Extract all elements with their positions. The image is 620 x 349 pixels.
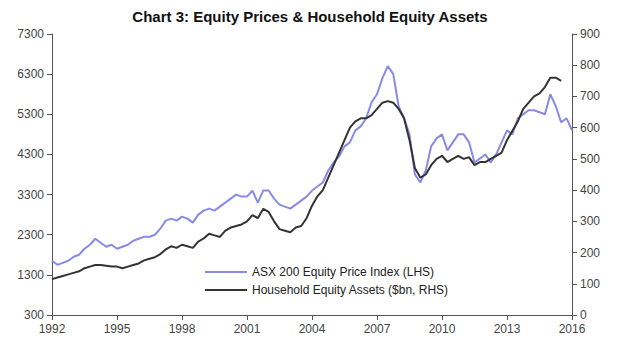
svg-text:6300: 6300 bbox=[17, 67, 44, 81]
svg-text:2016: 2016 bbox=[559, 322, 586, 336]
svg-text:2001: 2001 bbox=[234, 322, 261, 336]
svg-text:2010: 2010 bbox=[429, 322, 456, 336]
svg-text:600: 600 bbox=[580, 121, 600, 135]
svg-text:5300: 5300 bbox=[17, 107, 44, 121]
svg-text:2007: 2007 bbox=[364, 322, 391, 336]
svg-text:1300: 1300 bbox=[17, 268, 44, 282]
svg-text:100: 100 bbox=[580, 277, 600, 291]
svg-text:7300: 7300 bbox=[17, 27, 44, 41]
svg-text:1998: 1998 bbox=[169, 322, 196, 336]
svg-text:200: 200 bbox=[580, 246, 600, 260]
svg-text:500: 500 bbox=[580, 152, 600, 166]
svg-text:0: 0 bbox=[580, 308, 587, 322]
svg-text:300: 300 bbox=[24, 308, 44, 322]
svg-text:1995: 1995 bbox=[104, 322, 131, 336]
svg-text:4300: 4300 bbox=[17, 147, 44, 161]
svg-text:Household Equity Assets ($bn,: Household Equity Assets ($bn, RHS) bbox=[252, 283, 448, 297]
svg-text:3300: 3300 bbox=[17, 188, 44, 202]
svg-text:800: 800 bbox=[580, 58, 600, 72]
svg-text:Chart 3: Equity Prices & House: Chart 3: Equity Prices & Household Equit… bbox=[132, 8, 487, 25]
svg-text:1992: 1992 bbox=[39, 322, 66, 336]
svg-text:400: 400 bbox=[580, 183, 600, 197]
svg-text:2013: 2013 bbox=[494, 322, 521, 336]
svg-text:700: 700 bbox=[580, 89, 600, 103]
svg-text:ASX 200 Equity Price Index (LH: ASX 200 Equity Price Index (LHS) bbox=[252, 265, 434, 279]
svg-text:300: 300 bbox=[580, 214, 600, 228]
svg-text:2300: 2300 bbox=[17, 228, 44, 242]
svg-text:2004: 2004 bbox=[299, 322, 326, 336]
svg-text:900: 900 bbox=[580, 27, 600, 41]
